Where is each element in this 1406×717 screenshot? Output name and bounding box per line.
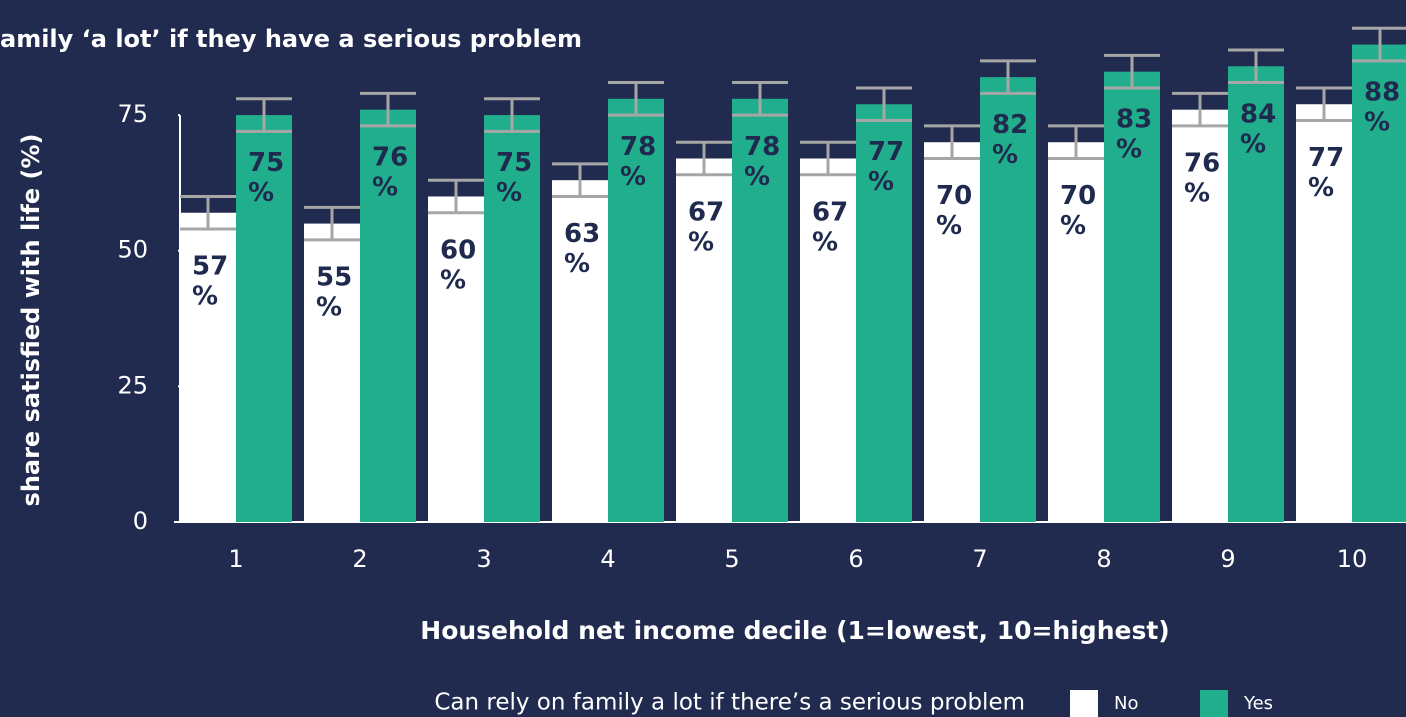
y-tick-label: 75: [117, 100, 148, 128]
data-label: 57%: [192, 251, 228, 311]
y-tick-label: 0: [133, 507, 148, 535]
x-tick-label: 1: [228, 545, 243, 573]
y-tick-label: 50: [117, 236, 148, 264]
error-bar: [924, 124, 980, 160]
x-axis-label: Household net income decile (1=lowest, 1…: [420, 616, 1169, 645]
bar: [1048, 142, 1104, 522]
error-bar: [980, 59, 1036, 95]
data-label: 76%: [1184, 148, 1220, 208]
data-label: 55%: [316, 262, 352, 322]
error-bar: [800, 140, 856, 177]
data-label: 70%: [936, 181, 972, 241]
error-bar: [1048, 124, 1104, 160]
bar: [304, 223, 360, 522]
x-tick-label: 3: [476, 545, 491, 573]
x-tick-label: 8: [1096, 545, 1111, 573]
bar: [552, 180, 608, 523]
data-label: 88%: [1364, 77, 1400, 137]
legend-swatch: [1070, 690, 1098, 717]
x-tick-label: 6: [848, 545, 863, 573]
data-label: 82%: [992, 110, 1028, 170]
bar: [980, 77, 1036, 522]
x-tick-label: 7: [972, 545, 987, 573]
data-label: 76%: [372, 142, 408, 202]
data-label: 63%: [564, 219, 600, 279]
data-label: 78%: [744, 131, 780, 191]
error-bar: [1296, 86, 1352, 123]
legend-swatch: [1200, 690, 1228, 717]
x-tick-label: 9: [1220, 545, 1235, 573]
bar: [360, 109, 416, 522]
x-tick-label: 4: [600, 545, 615, 573]
data-label: 78%: [620, 131, 656, 191]
data-label: 60%: [440, 235, 476, 295]
data-label: 83%: [1116, 104, 1152, 164]
bar: [1172, 109, 1228, 522]
bar: [924, 142, 980, 522]
error-bar: [180, 194, 236, 231]
y-axis-label: share satisfied with life (%): [17, 134, 45, 507]
legend-label: Yes: [1243, 693, 1273, 714]
bar: [1228, 66, 1284, 523]
error-bar: [608, 81, 664, 117]
error-bar: [304, 205, 360, 242]
x-tick-label: 2: [352, 545, 367, 573]
legend-title: Can rely on family a lot if there’s a se…: [434, 690, 1025, 716]
data-label: 67%: [688, 197, 724, 257]
data-label: 77%: [868, 137, 904, 197]
bar: [800, 158, 856, 522]
data-label: 70%: [1060, 181, 1096, 241]
bar: [236, 115, 292, 522]
error-bar: [484, 97, 540, 133]
error-bar: [360, 91, 416, 128]
error-bar: [1228, 48, 1284, 85]
data-label: 75%: [496, 148, 532, 208]
bar: [484, 115, 540, 522]
bar: [428, 196, 484, 522]
data-label: 84%: [1240, 99, 1276, 159]
error-bar: [552, 162, 608, 198]
bar: [732, 98, 788, 523]
error-bar: [1104, 53, 1160, 90]
error-bar: [732, 81, 788, 117]
data-label: 77%: [1308, 143, 1344, 203]
bar: [856, 104, 912, 522]
error-bar: [1172, 91, 1228, 128]
error-bar: [236, 97, 292, 133]
data-label: 75%: [248, 148, 284, 208]
chart-title: amily ‘a lot’ if they have a serious pro…: [0, 25, 582, 53]
bar: [676, 158, 732, 522]
bar: [1352, 44, 1406, 522]
error-bar: [1352, 26, 1406, 63]
legend-label: No: [1114, 693, 1138, 714]
error-bar: [856, 86, 912, 123]
error-bar: [428, 178, 484, 215]
x-tick-label: 5: [724, 545, 739, 573]
bar: [1296, 104, 1352, 522]
bar: [608, 98, 664, 523]
bar: [180, 212, 236, 522]
error-bar: [676, 140, 732, 177]
data-label: 67%: [812, 197, 848, 257]
y-tick-label: 25: [117, 371, 148, 399]
x-tick-label: 10: [1337, 545, 1368, 573]
bar: [1104, 71, 1160, 523]
